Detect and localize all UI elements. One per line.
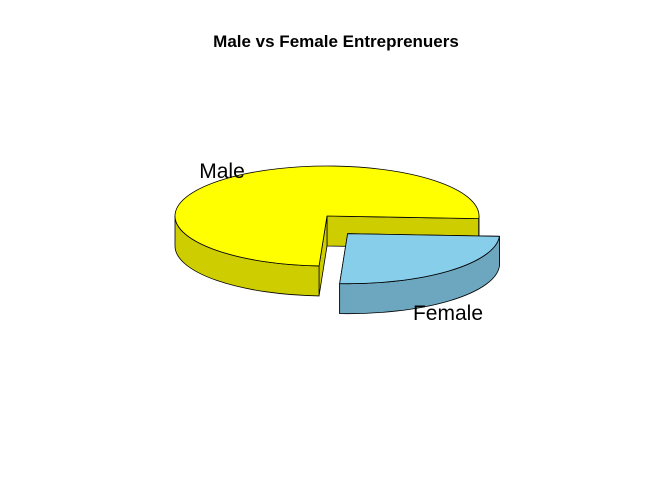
female-slice-label: Female [413,302,483,325]
chart-title: Male vs Female Entreprenuers [213,32,459,51]
pie-slices [175,166,499,314]
male-slice-label: Male [199,160,245,183]
